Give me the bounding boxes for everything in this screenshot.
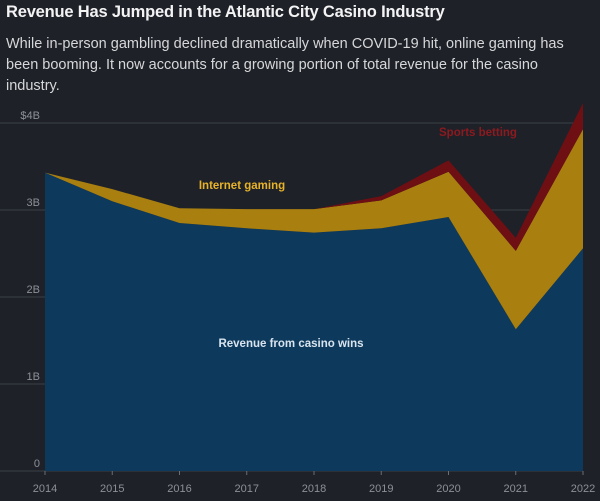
chart-subtitle: While in-person gambling declined dramat… [6,36,564,94]
area-casino-wins [45,172,583,471]
annotation-sports-betting: Sports betting [439,127,517,139]
x-tick-label: 2016 [167,483,191,495]
y-tick-label: 3B [27,197,40,209]
x-tick-label: 2015 [100,483,124,495]
annotations: Internet gaming Sports betting Revenue fro… [199,127,517,350]
annotation-internet-gaming: Internet gaming [199,180,285,192]
area-series [45,103,583,471]
x-tick-label: 2021 [504,483,528,495]
chart-title: Revenue Has Jumped in the Atlantic City … [6,3,445,21]
x-tick-label: 2018 [302,483,326,495]
y-tick-label: $4B [20,110,40,122]
x-tick-label: 2014 [33,483,57,495]
x-tick-label: 2017 [235,483,259,495]
axes: 0 1B 2B 3B $4B 2014 2015 2016 2017 2018 2019 2020 20… [20,110,595,495]
y-tick-label: 2B [27,284,40,296]
x-tick-label: 2019 [369,483,393,495]
y-tick-label: 1B [27,371,40,383]
x-tick-label: 2020 [436,483,460,495]
y-tick-label: 0 [34,458,40,470]
x-tick-label: 2022 [571,483,595,495]
area-internet-gaming [45,129,583,330]
annotation-casino-wins: Revenue from casino wins [218,338,363,350]
